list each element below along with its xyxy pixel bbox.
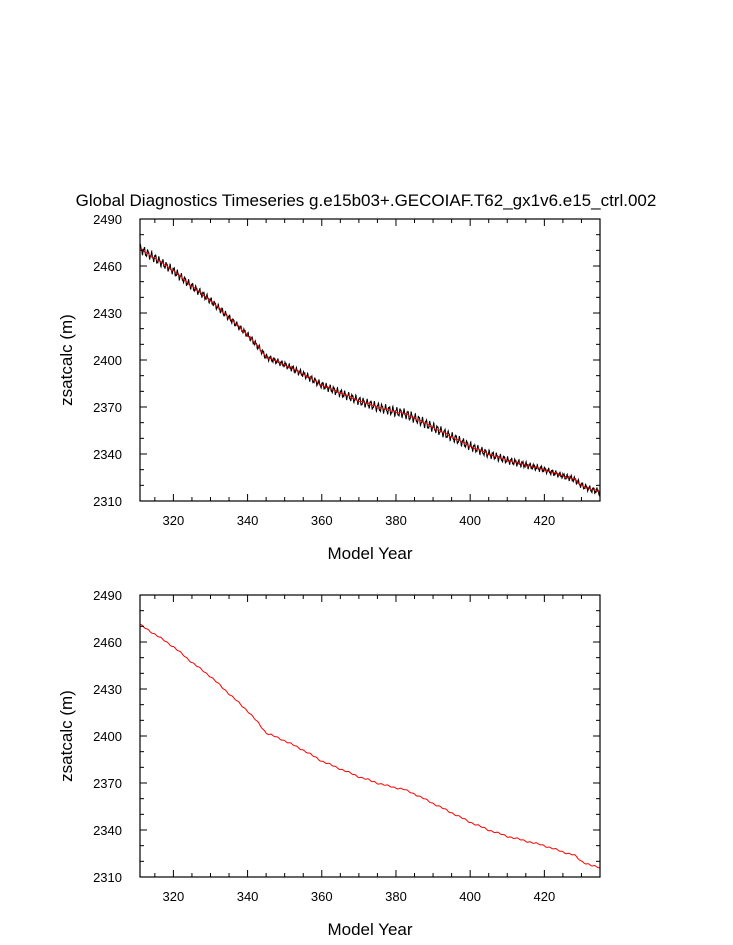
x-tick-label: 320 [163,513,185,528]
y-tick-label: 2370 [93,776,122,791]
plot-frame [139,594,601,878]
x-tick-label: 360 [311,889,333,904]
series-line-annual [140,624,600,869]
y-tick-label: 2490 [93,212,122,227]
y-tick-label: 2400 [93,729,122,744]
bottom-panel: 320 340 360 380 400 420 2310 2340 2370 2400 2430 24… [57,588,601,939]
x-tick-label: 400 [459,889,481,904]
x-tick-label: 380 [385,513,407,528]
x-tick-label: 340 [237,889,259,904]
y-tick-label: 2430 [93,306,122,321]
y-tick-label: 2370 [93,400,122,415]
y-tick-label: 2340 [93,447,122,462]
y-tick-label: 2310 [93,494,122,509]
y-tick-label: 2310 [93,870,122,885]
series-line-annual [140,248,600,493]
series-line-monthly [140,242,600,497]
x-tick-label: 320 [163,889,185,904]
x-axis-label: Model Year [327,544,412,563]
x-tick-label: 340 [237,513,259,528]
x-tick-label: 420 [534,889,556,904]
x-tick-label: 400 [459,513,481,528]
x-tick-label: 380 [385,889,407,904]
y-tick-label: 2490 [93,588,122,603]
y-tick-label: 2460 [93,259,122,274]
y-tick-label: 2400 [93,353,122,368]
y-axis-label: zsatcalc (m) [57,690,76,782]
x-tick-label: 420 [534,513,556,528]
plot-frame [139,218,601,502]
top-panel: 320 340 360 380 400 420 2310 2340 2370 2400 2430 24… [57,212,601,563]
y-axis-label: zsatcalc (m) [57,314,76,406]
y-tick-label: 2430 [93,682,122,697]
y-tick-label: 2340 [93,823,122,838]
y-tick-label: 2460 [93,635,122,650]
figure-title: Global Diagnostics Timeseries g.e15b03+.… [76,191,657,210]
x-tick-label: 360 [311,513,333,528]
x-axis-label: Model Year [327,920,412,939]
